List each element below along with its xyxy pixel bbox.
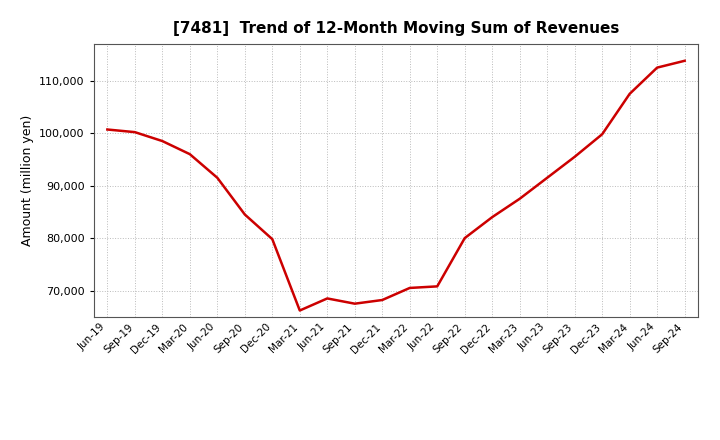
Title: [7481]  Trend of 12-Month Moving Sum of Revenues: [7481] Trend of 12-Month Moving Sum of R… <box>173 21 619 36</box>
Y-axis label: Amount (million yen): Amount (million yen) <box>20 115 34 246</box>
